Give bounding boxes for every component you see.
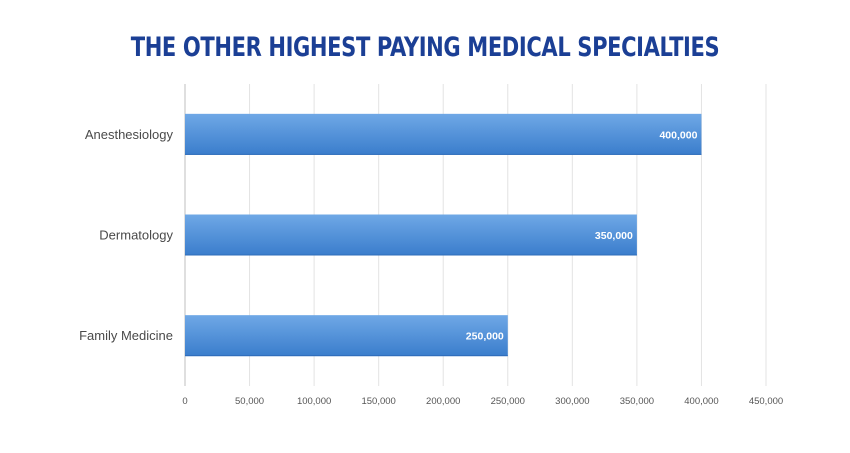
x-tick-label: 100,000 bbox=[297, 396, 331, 407]
x-tick-label: 400,000 bbox=[684, 396, 718, 407]
data-label: 250,000 bbox=[466, 331, 504, 343]
labels: 0 50,000 100,000 150,000 200,000 250,000 300,0… bbox=[79, 127, 783, 407]
x-tick-label: 350,000 bbox=[620, 396, 654, 407]
chart-title: THE OTHER HIGHEST PAYING MEDICAL SPECIAL… bbox=[130, 32, 720, 63]
bars bbox=[185, 113, 702, 357]
category-label: Anesthesiology bbox=[85, 127, 174, 142]
category-label: Family Medicine bbox=[79, 328, 173, 343]
x-tick-label: 0 bbox=[182, 396, 187, 407]
bar bbox=[185, 214, 637, 256]
x-tick-label: 450,000 bbox=[749, 396, 783, 407]
x-tick-label: 200,000 bbox=[426, 396, 460, 407]
x-tick-label: 300,000 bbox=[555, 396, 589, 407]
x-tick-label: 50,000 bbox=[235, 396, 264, 407]
x-tick-label: 250,000 bbox=[491, 396, 525, 407]
data-label: 400,000 bbox=[659, 129, 697, 141]
bar bbox=[185, 113, 702, 155]
bar bbox=[185, 315, 508, 357]
data-label: 350,000 bbox=[595, 230, 633, 242]
category-label: Dermatology bbox=[99, 228, 173, 243]
x-tick-label: 150,000 bbox=[361, 396, 395, 407]
